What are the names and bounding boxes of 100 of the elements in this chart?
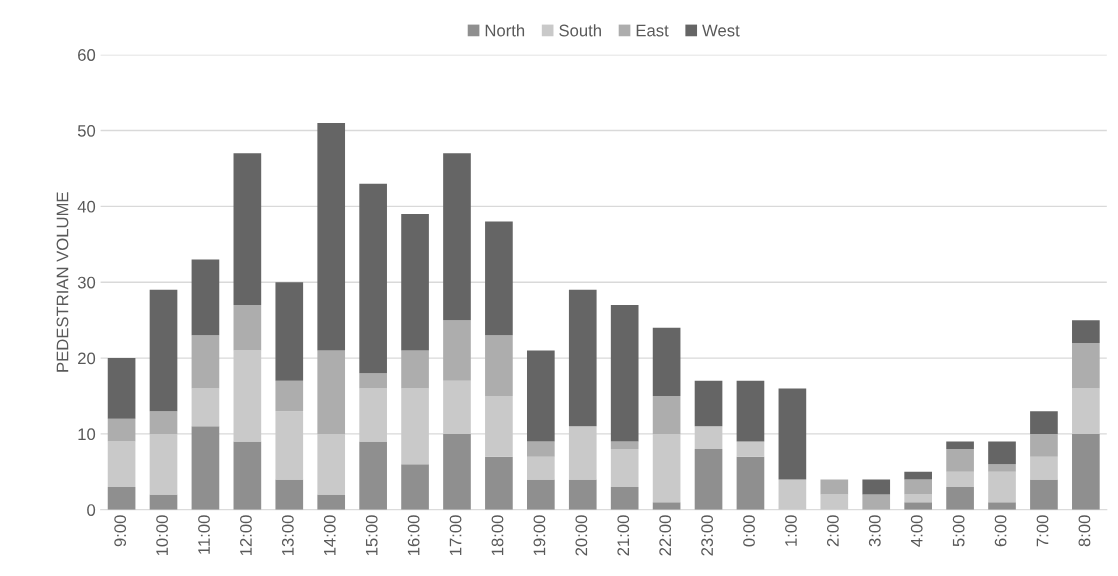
x-tick-label: 7:00	[1036, 515, 1049, 547]
x-tick-label: 14:00	[323, 515, 336, 556]
x-tick-label: 21:00	[617, 515, 630, 556]
bar	[736, 441, 765, 457]
y-axis-title: PEDESTRIAN VOLUME	[56, 192, 69, 372]
y-tick-label: 40	[77, 200, 96, 213]
x-tick-label: 18:00	[491, 515, 504, 556]
x-tick-label: 16:00	[407, 515, 420, 556]
bar	[317, 433, 346, 495]
bar	[107, 418, 136, 442]
bar	[527, 350, 555, 442]
bar	[820, 479, 849, 495]
bar	[862, 494, 891, 510]
bar	[1030, 456, 1058, 480]
bar	[149, 433, 178, 495]
bar	[359, 388, 387, 442]
bar	[652, 502, 681, 510]
x-tick-label: 19:00	[533, 515, 546, 556]
bar	[652, 327, 681, 396]
bar	[778, 388, 807, 480]
bar	[946, 487, 974, 510]
bar	[401, 350, 429, 389]
x-tick-label: 12:00	[240, 515, 252, 556]
y-tick-label: 60	[78, 49, 96, 61]
bar	[107, 441, 136, 488]
bar	[568, 426, 597, 480]
bar	[820, 494, 849, 510]
bar	[275, 411, 304, 480]
bar	[443, 433, 471, 510]
bar	[988, 502, 1016, 510]
bar	[107, 358, 136, 419]
bar	[527, 479, 555, 510]
bar	[233, 350, 262, 442]
bar	[1030, 433, 1058, 457]
bar	[317, 494, 346, 510]
legend-label: North	[485, 24, 525, 37]
bar	[275, 380, 304, 412]
bar	[485, 335, 513, 396]
bar	[485, 396, 513, 457]
bar	[610, 441, 639, 450]
legend-label: West	[702, 24, 740, 37]
bar	[694, 449, 723, 510]
x-tick-label: 20:00	[575, 515, 588, 556]
bar	[694, 380, 723, 427]
y-tick-label: 20	[78, 352, 96, 365]
bar	[233, 304, 262, 351]
bar	[862, 479, 891, 495]
bar	[736, 380, 765, 442]
bar	[359, 183, 387, 374]
bar	[149, 289, 178, 412]
bar	[568, 289, 597, 427]
x-tick-label: 22:00	[659, 515, 672, 556]
bar	[359, 373, 387, 389]
y-tick-label: 0	[87, 504, 96, 516]
bar	[149, 411, 178, 434]
bar	[610, 487, 639, 510]
bar	[275, 479, 304, 510]
bar	[401, 388, 429, 465]
x-tick-label: 13:00	[281, 515, 294, 556]
bar	[1072, 320, 1100, 343]
bar	[778, 479, 807, 510]
bar	[233, 441, 262, 510]
legend-label: East	[636, 24, 669, 37]
bar	[485, 221, 513, 336]
bar	[275, 282, 304, 381]
bar	[694, 426, 723, 450]
bar	[904, 502, 932, 510]
legend-label: South	[559, 24, 601, 37]
bar	[485, 456, 513, 510]
bar	[107, 487, 136, 510]
bar	[652, 433, 681, 503]
bar	[191, 388, 220, 427]
bar	[988, 441, 1016, 465]
bar	[191, 259, 220, 336]
x-tick-label: 23:00	[701, 515, 714, 556]
x-tick-label: 9:00	[114, 515, 127, 547]
bar	[652, 396, 681, 434]
bar	[1030, 479, 1058, 510]
bar	[359, 441, 387, 510]
x-tick-label: 6:00	[994, 515, 1007, 547]
bar	[1072, 342, 1100, 389]
x-tick-label: 15:00	[365, 515, 378, 556]
bar	[317, 122, 346, 351]
y-tick-label: 50	[77, 124, 96, 137]
bar	[610, 449, 639, 488]
bar	[904, 471, 932, 480]
y-tick-label: 10	[78, 428, 96, 441]
x-tick-label: 5:00	[952, 515, 965, 547]
bar	[191, 335, 220, 389]
bar	[401, 213, 429, 351]
x-tick-label: 2:00	[826, 515, 839, 547]
x-tick-label: 11:00	[198, 515, 210, 554]
bar	[1030, 411, 1058, 434]
bar	[1072, 388, 1100, 434]
bar	[610, 304, 639, 442]
bar	[904, 479, 932, 495]
bar	[946, 471, 974, 488]
x-tick-label: 0:00	[743, 515, 755, 547]
x-tick-label: 1:00	[785, 515, 797, 546]
bar	[443, 153, 471, 321]
